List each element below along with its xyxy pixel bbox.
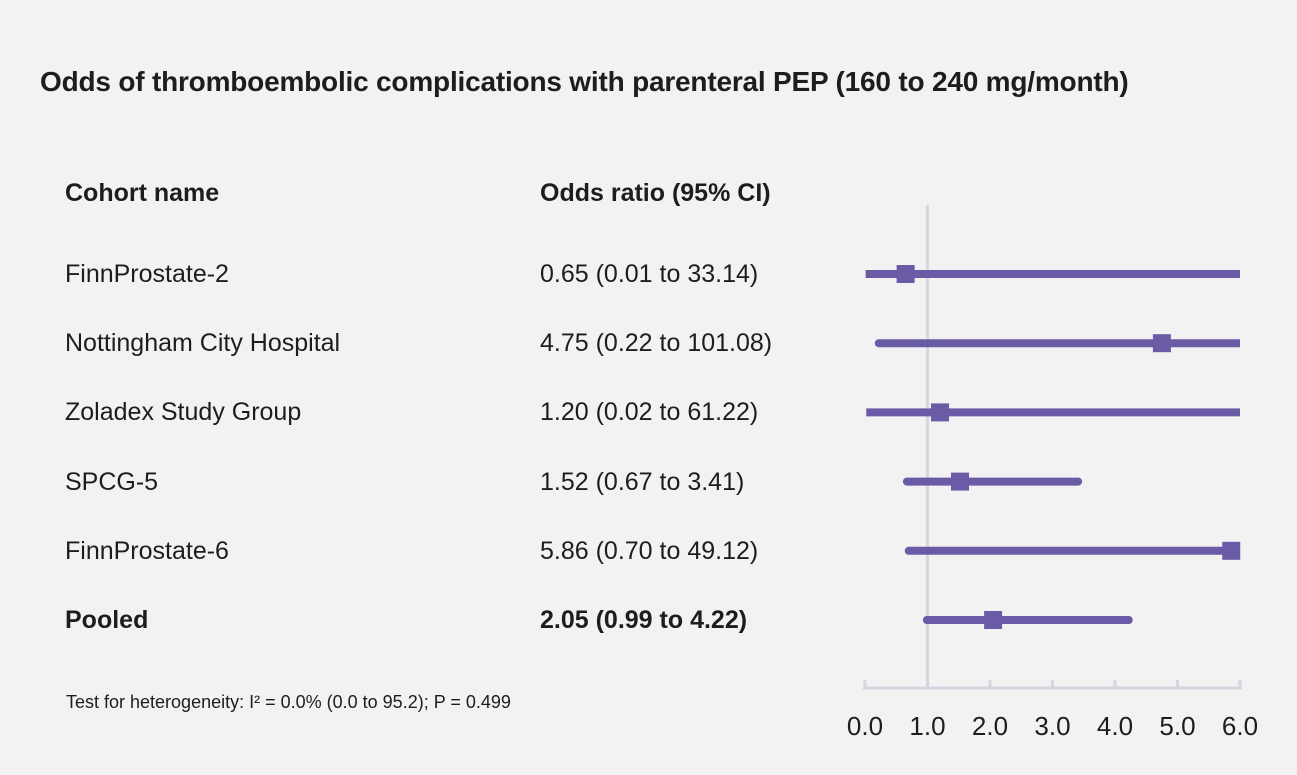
x-axis-tick-label: 0.0	[847, 711, 883, 741]
odds-ratio-value: 5.86 (0.70 to 49.12)	[540, 537, 759, 565]
x-axis-tick-label: 1.0	[909, 711, 945, 741]
ci-cap	[922, 616, 931, 624]
heterogeneity-footnote: Test for heterogeneity: I² = 0.0% (0.0 t…	[66, 692, 511, 712]
page-title: Odds of thromboembolic complications wit…	[40, 66, 1129, 97]
cohort-name: Zoladex Study Group	[65, 398, 302, 426]
x-axis-tick-label: 4.0	[1097, 711, 1133, 741]
ci-cap	[1074, 477, 1083, 486]
column-header-cohort: Cohort name	[65, 179, 220, 207]
forest-row: Nottingham City Hospital 4.75 (0.22 to 1…	[0, 327, 840, 359]
cohort-name: Pooled	[65, 606, 149, 634]
ci-cap	[1124, 616, 1133, 624]
odds-ratio-value: 1.20 (0.02 to 61.22)	[540, 398, 759, 426]
odds-ratio-value: 2.05 (0.99 to 4.22)	[540, 606, 748, 634]
or-marker	[896, 265, 915, 283]
or-marker	[1222, 541, 1241, 560]
forest-row: Zoladex Study Group 1.20 (0.02 to 61.22)	[0, 396, 840, 428]
forest-row: FinnProstate-6 5.86 (0.70 to 49.12)	[0, 535, 840, 567]
forest-row-pooled: Pooled 2.05 (0.99 to 4.22)	[0, 604, 840, 636]
ci-cap	[902, 477, 911, 486]
x-axis-tick-label: 2.0	[972, 711, 1008, 741]
cohort-name: FinnProstate-2	[65, 260, 229, 288]
or-marker	[951, 472, 969, 491]
cohort-name: FinnProstate-6	[65, 537, 229, 565]
or-marker	[931, 403, 949, 422]
or-marker	[984, 611, 1003, 629]
or-marker	[1152, 334, 1171, 353]
x-axis-tick-label: 3.0	[1034, 711, 1070, 741]
ci-cap	[874, 339, 883, 348]
forest-row: SPCG-5 1.52 (0.67 to 3.41)	[0, 466, 840, 498]
column-header-odds-ratio: Odds ratio (95% CI)	[540, 179, 771, 207]
x-axis-tick-label: 6.0	[1222, 711, 1258, 741]
odds-ratio-value: 1.52 (0.67 to 3.41)	[540, 468, 745, 496]
odds-ratio-value: 4.75 (0.22 to 101.08)	[540, 329, 773, 357]
cohort-name: Nottingham City Hospital	[65, 329, 341, 357]
odds-ratio-value: 0.65 (0.01 to 33.14)	[540, 260, 759, 288]
ci-cap	[904, 546, 913, 555]
forest-row: FinnProstate-2 0.65 (0.01 to 33.14)	[0, 258, 840, 290]
x-axis-tick-label: 5.0	[1159, 711, 1195, 741]
cohort-name: SPCG-5	[65, 468, 159, 496]
